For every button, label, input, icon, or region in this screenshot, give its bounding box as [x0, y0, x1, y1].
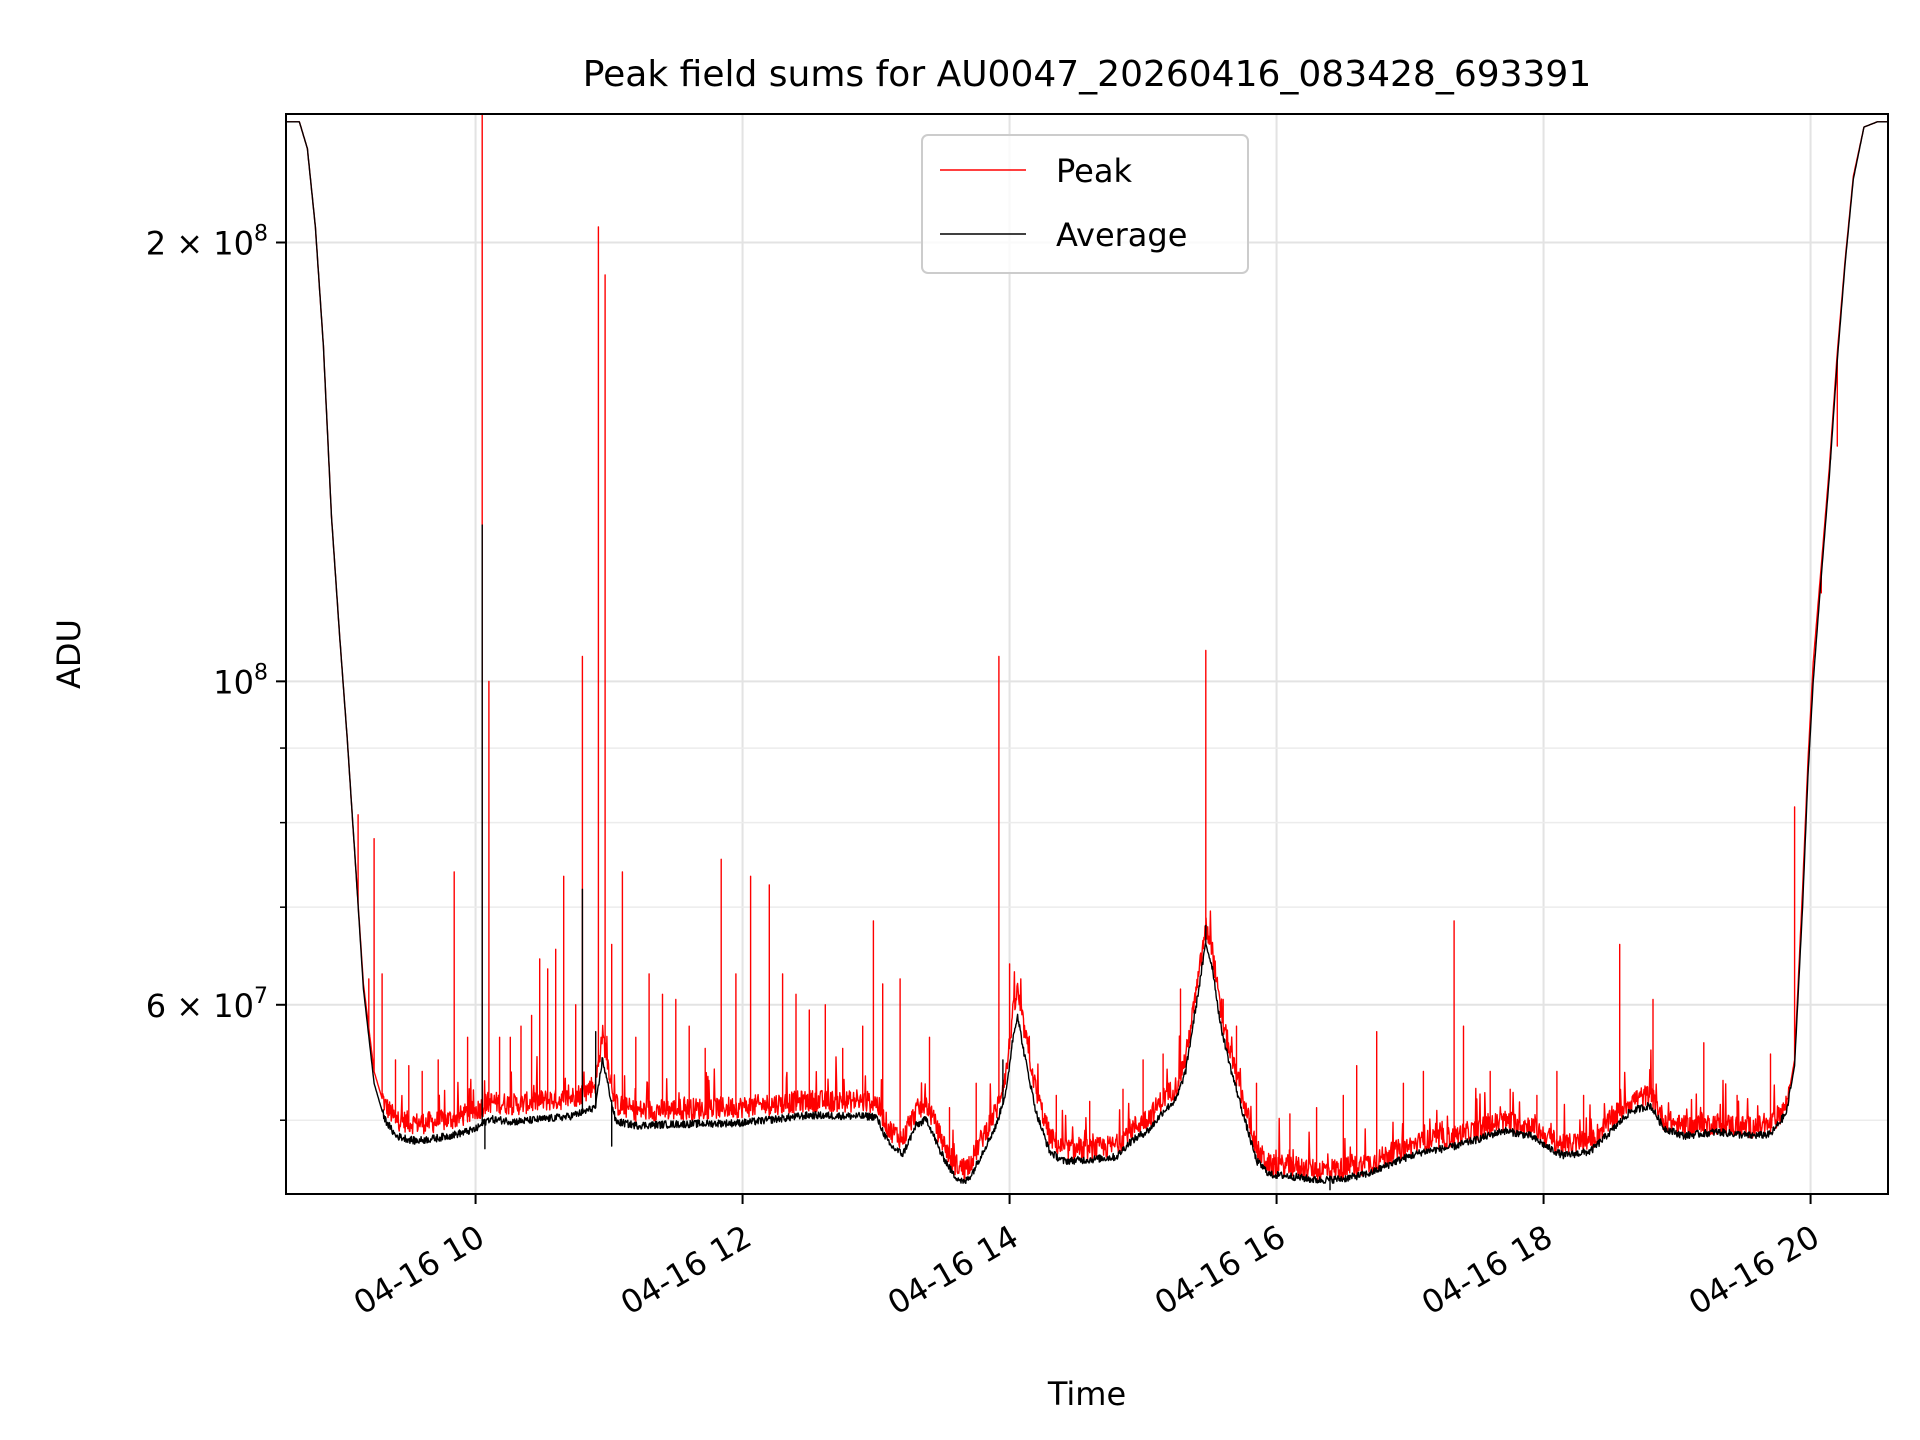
y-axis-label: ADU: [50, 619, 88, 689]
chart-title: Peak field sums for AU0047_20260416_0834…: [583, 54, 1592, 95]
series-line-peak: [286, 114, 1888, 1181]
x-axis-label: Time: [1047, 1375, 1126, 1413]
series-line-average: [286, 121, 1888, 1191]
y-axis: 6 × 107 108 2 × 108: [146, 221, 286, 1121]
legend-label-peak: Peak: [1056, 152, 1132, 190]
y-tick-label: 108: [213, 660, 268, 701]
plot-frame: [285, 113, 1889, 1195]
legend: Peak Average: [921, 134, 1249, 274]
series-layer: [286, 114, 1888, 1191]
legend-label-average: Average: [1056, 216, 1187, 254]
y-tick-label: 2 × 108: [146, 221, 268, 262]
y-tick-label: 6 × 107: [146, 984, 268, 1025]
